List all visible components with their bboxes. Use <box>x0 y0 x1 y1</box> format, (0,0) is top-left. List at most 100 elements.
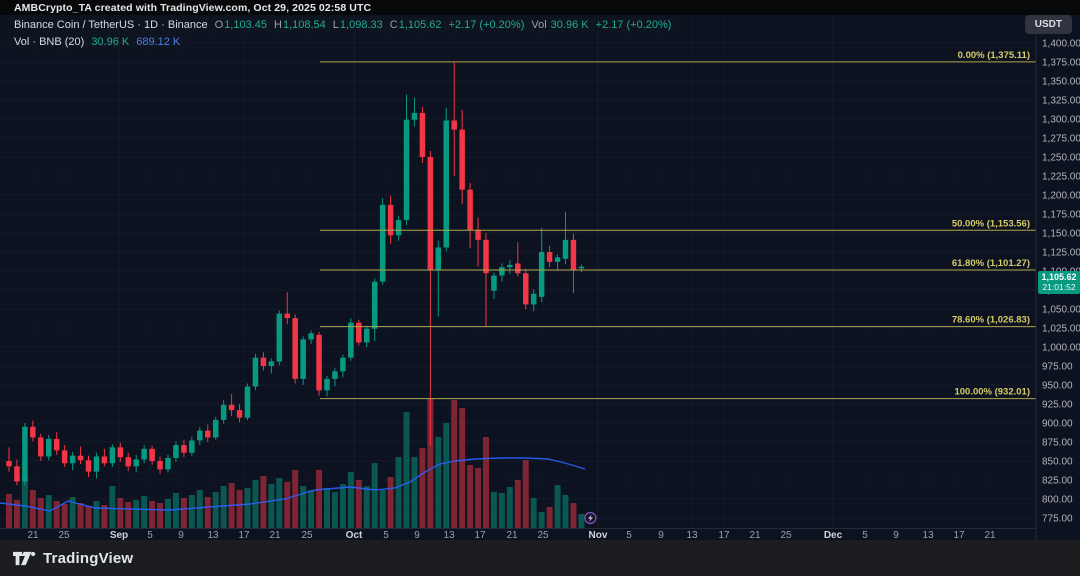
volume-bar <box>308 490 315 528</box>
candle-body <box>443 120 449 248</box>
price-axis-tick[interactable]: 1,325.00 <box>1042 96 1080 107</box>
candle-body <box>308 333 314 340</box>
volume-bar <box>498 493 505 528</box>
price-axis-tick[interactable]: 1,400.00 <box>1042 39 1080 50</box>
time-axis-tick[interactable]: 17 <box>474 530 486 540</box>
volume-bar <box>180 498 187 528</box>
volume-bar <box>522 460 529 528</box>
candle-body <box>149 448 155 461</box>
time-axis-tick[interactable]: 13 <box>443 530 455 540</box>
time-axis-tick[interactable]: Sep <box>110 530 128 540</box>
time-axis-tick[interactable]: 9 <box>178 530 184 540</box>
symbol-legend-row[interactable]: Binance Coin / TetherUS · 1D · Binance O… <box>6 17 680 33</box>
volume-bar <box>149 501 156 528</box>
time-axis-tick[interactable]: 25 <box>301 530 313 540</box>
price-axis-tick[interactable]: 1,300.00 <box>1042 115 1080 126</box>
volume-bar <box>141 496 148 528</box>
time-axis-tick[interactable]: 25 <box>58 530 70 540</box>
candle-body <box>451 120 457 130</box>
price-axis-tick[interactable]: 825.00 <box>1042 476 1073 487</box>
time-axis-tick[interactable]: 13 <box>922 530 934 540</box>
price-axis-tick[interactable]: 1,275.00 <box>1042 134 1080 145</box>
price-axis-tick[interactable]: 950.00 <box>1042 381 1073 392</box>
candle-body <box>173 445 179 458</box>
candle-body <box>252 357 259 387</box>
time-axis-tick[interactable]: 21 <box>269 530 281 540</box>
volume-indicator-row[interactable]: Vol · BNB (20) 30.96 K 689.12 K <box>6 34 189 50</box>
time-axis-tick[interactable]: Nov <box>589 530 608 540</box>
candle-body <box>284 313 290 319</box>
volume-bar <box>554 485 561 528</box>
time-axis-tick[interactable]: 21 <box>984 530 996 540</box>
price-axis-tick[interactable]: 1,175.00 <box>1042 210 1080 221</box>
candle-body <box>387 204 394 236</box>
price-axis-tick[interactable]: 850.00 <box>1042 457 1073 468</box>
candle-body <box>570 239 577 271</box>
price-axis-tick[interactable]: 875.00 <box>1042 438 1073 449</box>
time-axis-tick[interactable]: 21 <box>27 530 39 540</box>
chart-canvas[interactable]: 0.00% (1,375.11) 50.00% (1,153.56) 61.80% … <box>0 15 1080 540</box>
time-axis-tick[interactable]: 5 <box>147 530 153 540</box>
candle-body <box>292 318 298 379</box>
volume-bar <box>61 504 68 528</box>
time-axis-tick[interactable]: 5 <box>626 530 632 540</box>
volume-bar <box>212 492 219 528</box>
time-axis-tick[interactable]: 25 <box>780 530 792 540</box>
volume-bar <box>133 500 140 528</box>
price-axis-tick[interactable]: 1,000.00 <box>1042 343 1080 354</box>
volume-bar <box>276 478 283 528</box>
time-axis-tick[interactable]: 9 <box>658 530 664 540</box>
currency-toggle-button[interactable]: USDT <box>1024 15 1072 34</box>
time-axis-tick[interactable]: 21 <box>506 530 518 540</box>
candle-body <box>244 386 251 418</box>
volume-bar <box>300 486 307 528</box>
time-axis-tick[interactable]: 5 <box>383 530 389 540</box>
candle-body <box>14 466 20 482</box>
volume-bar <box>506 487 513 528</box>
price-axis-tick[interactable]: 925.00 <box>1042 400 1073 411</box>
candle-body <box>197 430 203 441</box>
time-axis-tick[interactable]: 17 <box>953 530 965 540</box>
tradingview-brand-text[interactable]: TradingView <box>43 549 134 567</box>
price-axis-tick[interactable]: 1,025.00 <box>1042 324 1080 335</box>
price-axis-tick[interactable]: 800.00 <box>1042 495 1073 506</box>
price-axis-tick[interactable]: 1,050.00 <box>1042 305 1080 316</box>
price-axis-tick[interactable]: 900.00 <box>1042 419 1073 430</box>
volume-bar <box>157 503 164 528</box>
time-axis-tick[interactable]: 21 <box>749 530 761 540</box>
watermark-text: AMBCrypto_TA created with TradingView.co… <box>14 1 372 14</box>
time-axis-tick[interactable]: Oct <box>346 530 363 540</box>
price-axis-tick[interactable]: 1,200.00 <box>1042 191 1080 202</box>
volume-bar <box>117 498 124 528</box>
ohlc-high: H 1,108.54 <box>274 19 326 31</box>
candle-body <box>46 438 52 457</box>
time-axis-tick[interactable]: Dec <box>824 530 843 540</box>
time-axis-tick[interactable]: 9 <box>414 530 420 540</box>
time-axis-tick[interactable]: 13 <box>207 530 219 540</box>
price-axis-tick[interactable]: 1,125.00 <box>1042 248 1080 259</box>
time-axis-tick[interactable]: 25 <box>537 530 549 540</box>
price-axis-tick[interactable]: 975.00 <box>1042 362 1073 373</box>
time-axis-tick[interactable]: 17 <box>718 530 730 540</box>
price-axis-tick[interactable]: 775.00 <box>1042 514 1073 525</box>
indicator-title[interactable]: Vol · BNB (20) <box>14 36 85 48</box>
time-axis-tick[interactable]: 13 <box>686 530 698 540</box>
price-axis-tick[interactable]: 1,250.00 <box>1042 153 1080 164</box>
price-axis-tick[interactable]: 1,350.00 <box>1042 77 1080 88</box>
volume-bar <box>419 448 426 528</box>
time-axis-tick[interactable]: 17 <box>238 530 250 540</box>
candle-body <box>212 419 219 438</box>
symbol-title[interactable]: Binance Coin / TetherUS · 1D · Binance <box>14 19 208 31</box>
volume-bar <box>411 457 418 528</box>
price-axis-tick[interactable]: 1,225.00 <box>1042 172 1080 183</box>
time-axis-tick[interactable]: 5 <box>862 530 868 540</box>
time-axis-tick[interactable]: 9 <box>893 530 899 540</box>
volume-bar <box>284 482 291 528</box>
tradingview-logo-icon[interactable] <box>13 550 36 567</box>
change-value: +2.17 (+0.20%) <box>448 19 525 31</box>
price-axis-tick[interactable]: 1,375.00 <box>1042 58 1080 69</box>
candle-body <box>562 239 569 259</box>
volume-bar <box>53 501 60 528</box>
price-axis-tick[interactable]: 1,150.00 <box>1042 229 1080 240</box>
volume-readout: Vol 30.96 K <box>531 19 589 31</box>
